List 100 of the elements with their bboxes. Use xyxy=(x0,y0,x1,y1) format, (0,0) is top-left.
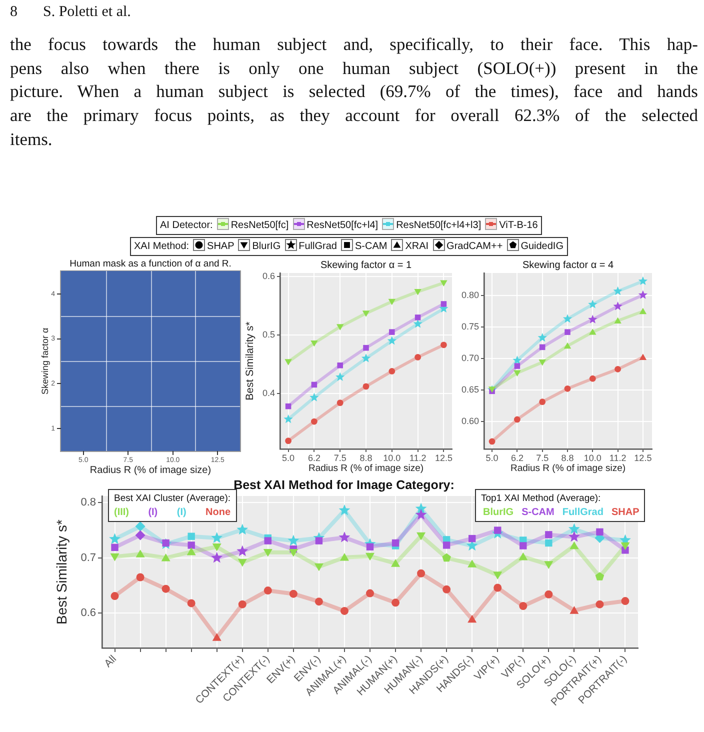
point xyxy=(564,329,570,335)
text: S-CAM xyxy=(354,241,388,252)
y-tick-label: 0.70 xyxy=(461,352,479,363)
text: GradCAM++ xyxy=(446,241,503,252)
annotation: SHAP xyxy=(611,506,640,519)
text: SHAP xyxy=(207,241,234,252)
point xyxy=(361,354,371,362)
point xyxy=(539,344,546,350)
point xyxy=(388,298,396,306)
point xyxy=(595,572,604,580)
point xyxy=(638,276,648,286)
point xyxy=(363,344,369,351)
point xyxy=(417,569,426,578)
y-tick-label: 0.8 xyxy=(80,496,96,509)
point xyxy=(520,542,527,550)
point xyxy=(614,366,621,372)
x-tick-label: 7.5 xyxy=(536,452,549,463)
point xyxy=(285,403,292,410)
text: XRAI xyxy=(405,241,429,252)
point xyxy=(136,573,144,582)
point xyxy=(336,324,344,330)
x-tick-label: 7.5 xyxy=(334,452,346,463)
y-tick-label: 0.65 xyxy=(461,384,479,394)
x-tick-label: 10.0 xyxy=(584,452,602,463)
x-tick-label: 6.2 xyxy=(308,452,320,463)
point xyxy=(391,559,400,567)
text: picture. When a human subject is selected (69.7% of the times), face and hands xyxy=(10,80,698,102)
point xyxy=(238,558,247,567)
point xyxy=(212,543,222,552)
point xyxy=(236,524,248,535)
x-tick-label: All xyxy=(102,653,119,670)
text: None xyxy=(206,506,231,519)
point xyxy=(442,553,451,562)
point xyxy=(336,372,345,381)
y-axis-title: Skewing factor α xyxy=(40,328,50,395)
point xyxy=(187,599,196,608)
point xyxy=(288,548,298,557)
legend-label: ViT-B-16 xyxy=(499,220,538,231)
point xyxy=(614,317,622,324)
point xyxy=(315,537,323,544)
x-tick-label: 12.5 xyxy=(634,452,652,463)
point xyxy=(539,398,546,406)
y-tick-label: 0.60 xyxy=(461,416,479,426)
point xyxy=(413,319,422,328)
point xyxy=(311,382,318,388)
y-tick-label: 0.6 xyxy=(262,270,275,281)
point xyxy=(109,533,120,544)
y-axis-title: Best Similarity s* xyxy=(244,322,256,400)
point xyxy=(314,598,323,606)
x-tick-label: 8.8 xyxy=(360,452,372,463)
point xyxy=(468,534,476,542)
text: are the primary focus points, as they account for overall 62.3% of the selected xyxy=(10,104,698,126)
x-axis-title: Radius R (% of image size) xyxy=(510,462,626,474)
point xyxy=(284,359,292,366)
point xyxy=(562,314,572,323)
annotation: Top1 XAI Method (Average): xyxy=(481,492,602,505)
chart-title: Skewing factor α = 4 xyxy=(522,260,614,271)
legend-label: ResNet50[fc] xyxy=(230,220,289,231)
text: XAI Method: xyxy=(134,241,190,252)
point xyxy=(440,301,447,307)
text: GuidedIG xyxy=(520,241,564,252)
point xyxy=(314,563,324,572)
text: pens also when there is only one human subject (SOLO(+)) present in the xyxy=(10,56,698,79)
annotation: S-CAM xyxy=(522,506,554,519)
point xyxy=(338,504,350,516)
point xyxy=(545,531,552,538)
point xyxy=(570,606,579,614)
point xyxy=(564,385,571,392)
legend-title: AI Detector: xyxy=(160,220,213,231)
x-tick-label: 5.0 xyxy=(282,452,295,463)
point xyxy=(544,561,554,569)
legend-label: ResNet50[fc+l4] xyxy=(306,220,378,231)
point xyxy=(514,416,520,423)
point xyxy=(519,602,528,610)
point xyxy=(389,329,395,335)
point xyxy=(494,526,502,534)
point xyxy=(110,592,119,600)
point xyxy=(538,332,547,342)
point xyxy=(392,539,400,547)
point xyxy=(186,547,196,556)
text: (III) xyxy=(114,506,129,519)
x-tick-label: 11.2 xyxy=(409,452,426,463)
point xyxy=(568,523,580,534)
x-tick-label: 12.5 xyxy=(434,452,452,463)
point xyxy=(442,542,450,549)
point xyxy=(596,528,604,536)
chart-title: Human mask as a function of α and R. xyxy=(70,258,232,270)
x-tick-label: 11.2 xyxy=(609,452,626,463)
point xyxy=(310,392,319,402)
point xyxy=(340,552,349,561)
point xyxy=(414,314,421,320)
point xyxy=(620,542,630,550)
series-label: (I) xyxy=(148,506,158,519)
point xyxy=(136,550,145,558)
point xyxy=(442,585,451,594)
point xyxy=(468,614,477,623)
point xyxy=(264,537,272,544)
point xyxy=(110,553,120,562)
x-tick-label: 6.2 xyxy=(510,452,524,463)
point xyxy=(440,280,448,286)
